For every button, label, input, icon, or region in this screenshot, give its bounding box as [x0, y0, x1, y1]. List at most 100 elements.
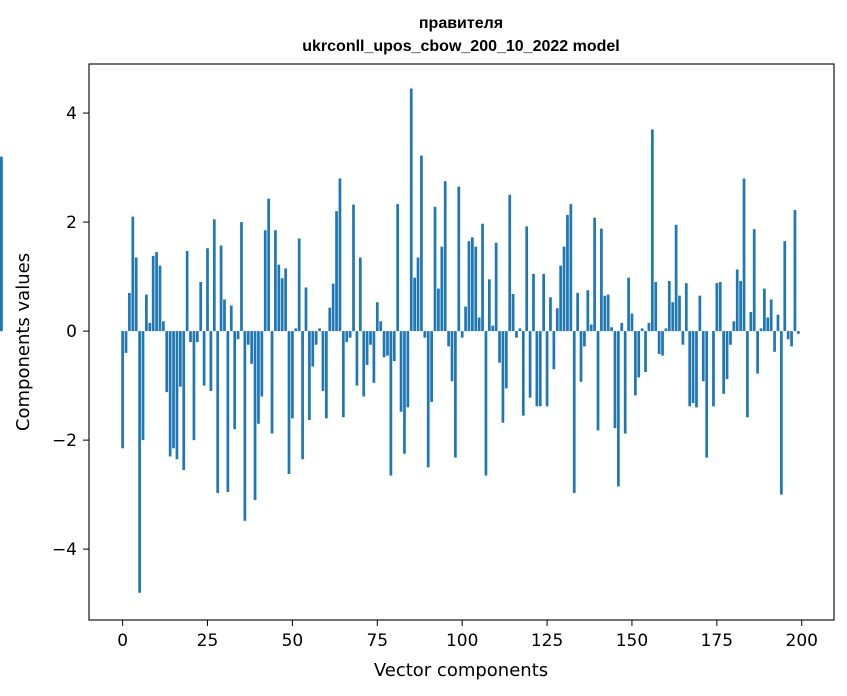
bar-component-176	[718, 282, 722, 332]
bar-component-6	[141, 331, 145, 441]
bar-component-31	[226, 331, 230, 492]
bar-component-43	[267, 198, 270, 332]
bar-component-27	[212, 219, 216, 332]
bar-component-196	[786, 331, 790, 340]
bar-component-37	[246, 331, 250, 345]
bar-component-10	[155, 252, 158, 332]
bar-component-26	[209, 331, 213, 392]
bar-component-14	[168, 331, 172, 457]
chart-title: правителя	[419, 15, 503, 32]
bar-component-144	[610, 327, 613, 332]
bar-component-199	[796, 331, 800, 334]
bar-component-41	[260, 331, 264, 397]
bar-component-101	[464, 306, 467, 332]
y-axis-ticks: −4 −2 0 2 4	[52, 104, 89, 560]
bar-component-23	[199, 282, 203, 332]
x-tick-label-0: 0	[117, 631, 128, 651]
bar-component-116	[515, 331, 518, 338]
bar-component-165	[681, 331, 685, 345]
bar-component-80	[392, 331, 396, 362]
bar-component-150	[630, 313, 634, 332]
bar-component-194	[780, 331, 783, 495]
bar-component-undefined	[0, 161, 3, 332]
bar-component-55	[308, 331, 311, 420]
bar-component-51	[294, 328, 298, 332]
bar-component-4	[134, 257, 138, 332]
bar-component-108	[487, 279, 491, 332]
bar-component-86	[413, 277, 416, 332]
bar-component-151	[634, 331, 637, 396]
bar-component-53	[301, 331, 304, 460]
x-axis-label: Vector components	[374, 660, 548, 681]
bar-component-166	[684, 283, 688, 332]
bar-component-117	[518, 328, 522, 332]
bar-component-54	[304, 287, 308, 332]
bar-component-12	[162, 321, 165, 332]
bar-component-156	[650, 129, 654, 332]
bar-component-161	[667, 280, 671, 332]
bar-component-111	[498, 331, 501, 363]
bar-component-157	[654, 282, 658, 332]
bar-component-129	[559, 265, 563, 332]
bar-component-24	[202, 331, 206, 386]
bar-component-91	[430, 331, 433, 402]
bar-component-149	[627, 277, 630, 332]
bar-component-20	[189, 331, 192, 342]
bar-component-181	[735, 269, 739, 332]
bar-component-84	[406, 331, 410, 408]
x-tick-label-100: 100	[446, 631, 478, 651]
bar-component-114	[508, 194, 512, 332]
bar-component-2	[128, 292, 131, 332]
bar-component-5	[138, 331, 141, 593]
bar-component-77	[382, 331, 386, 358]
bar-component-164	[678, 295, 681, 332]
bar-component-162	[671, 302, 675, 332]
bar-component-30	[223, 299, 226, 332]
bar-component-75	[375, 302, 379, 332]
bar-component-135	[579, 331, 583, 382]
bar-component-90	[426, 331, 430, 468]
y-tick-label-2: 2	[66, 213, 77, 233]
bar-component-187	[756, 331, 759, 374]
bar-component-134	[576, 292, 579, 332]
y-tick-label--2: −2	[52, 431, 77, 451]
bar-component-76	[379, 321, 383, 332]
x-tick-label-175: 175	[701, 631, 733, 651]
bar-component-153	[640, 328, 644, 332]
bar-component-49	[287, 331, 291, 474]
bar-component-96	[447, 331, 450, 347]
bar-component-19	[185, 250, 189, 332]
bar-component-180	[732, 321, 736, 332]
bar-component-11	[158, 265, 162, 332]
bar-component-185	[749, 312, 753, 332]
y-tick-label-4: 4	[66, 104, 77, 124]
bar-component-62	[331, 283, 335, 332]
bar-component-193	[776, 314, 780, 332]
bar-component-93	[437, 288, 440, 332]
bar-component-46	[277, 264, 281, 332]
bar-component-106	[481, 223, 484, 332]
bar-component-133	[572, 331, 576, 493]
bar-component-88	[420, 155, 423, 332]
bar-component-39	[253, 331, 257, 501]
bar-component-103	[471, 237, 474, 332]
bar-component-34	[236, 331, 240, 340]
y-axis-label: Components values	[13, 253, 34, 431]
bar-component-95	[443, 181, 447, 332]
bar-component-140	[596, 331, 600, 431]
bar-component-69	[355, 331, 359, 386]
bar-component-155	[647, 322, 651, 332]
bar-component-160	[664, 328, 668, 332]
bar-component-105	[477, 317, 481, 332]
bar-component-21	[192, 331, 196, 441]
bar-component-169	[695, 331, 698, 408]
bar-component-190	[766, 317, 770, 332]
bar-component-191	[769, 299, 773, 332]
bar-component-167	[688, 331, 692, 407]
bar-component-18	[182, 331, 186, 471]
bar-component-73	[369, 331, 372, 345]
bar-component-60	[325, 331, 328, 419]
bar-component-35	[240, 222, 243, 332]
bar-component-0	[121, 331, 124, 449]
bar-component-28	[216, 331, 220, 493]
